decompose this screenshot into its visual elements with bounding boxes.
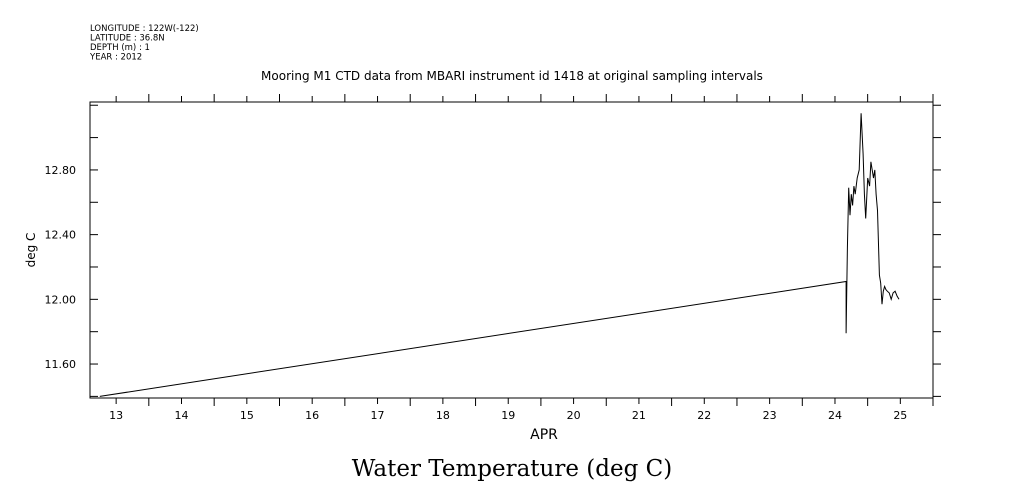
y-tick-label: 12.00 (45, 293, 77, 306)
plot-frame (89, 101, 934, 399)
x-tick-label: 14 (174, 409, 188, 422)
metadata-line: LATITUDE : 36.8N (90, 34, 165, 44)
x-axis-ticks: 13 14 15 16 17 18 19 20 21 22 23 24 25 (109, 94, 934, 422)
metadata-header: LONGITUDE : 122W(-122)LATITUDE : 36.8NDE… (89, 24, 199, 63)
x-tick-label: 20 (567, 409, 581, 422)
x-tick-label: 15 (240, 409, 254, 422)
y-axis-ticks: 11.60 12.00 12.40 12.80 (45, 104, 941, 397)
x-tick-label: 18 (436, 409, 450, 422)
chart-caption: Water Temperature (deg C) (352, 456, 672, 482)
x-tick-label: 17 (371, 409, 385, 422)
x-tick-label: 13 (109, 409, 123, 422)
x-tick-label: 25 (893, 409, 907, 422)
y-tick-label: 11.60 (45, 358, 77, 371)
metadata-line: YEAR : 2012 (89, 53, 142, 63)
x-tick-label: 23 (763, 409, 777, 422)
metadata-line: LONGITUDE : 122W(-122) (90, 24, 199, 34)
metadata-line: DEPTH (m) : 1 (90, 43, 150, 53)
x-tick-label: 24 (828, 409, 842, 422)
x-tick-label: 19 (501, 409, 515, 422)
x-tick-label: 16 (305, 409, 319, 422)
x-axis-label: APR (530, 427, 558, 443)
y-tick-label: 12.80 (45, 164, 77, 177)
x-tick-label: 22 (697, 409, 711, 422)
y-tick-label: 12.40 (45, 229, 77, 242)
series-line (99, 113, 900, 397)
y-axis-label: deg C (24, 233, 38, 268)
x-tick-label: 21 (632, 409, 646, 422)
chart-title: Mooring M1 CTD data from MBARI instrumen… (261, 69, 763, 83)
